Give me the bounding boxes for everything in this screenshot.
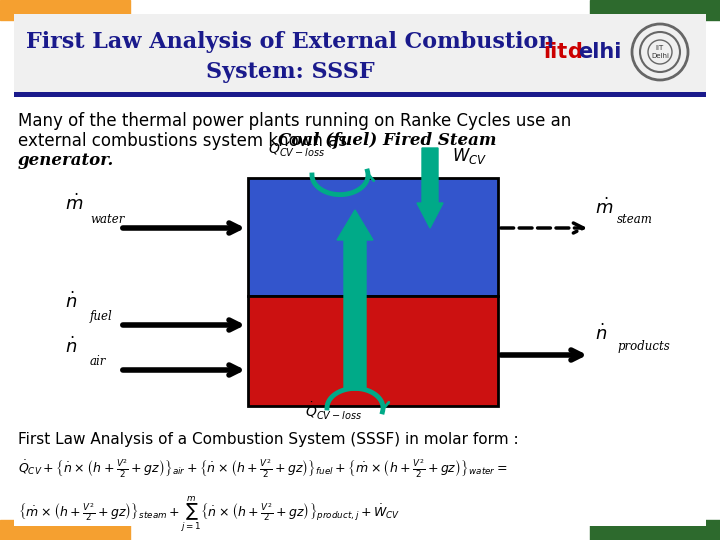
Text: $\dot{n}$: $\dot{n}$ — [65, 292, 77, 312]
Polygon shape — [0, 0, 130, 20]
Text: IIT
Delhi: IIT Delhi — [651, 45, 669, 58]
Text: Coal (fuel) Fired Steam: Coal (fuel) Fired Steam — [278, 132, 497, 149]
Text: $\dot{m}$: $\dot{m}$ — [65, 194, 84, 214]
Text: $\dot{Q}_{CV-loss}$: $\dot{Q}_{CV-loss}$ — [268, 138, 325, 159]
Text: d: d — [567, 42, 582, 62]
Text: Many of the thermal power plants running on Ranke Cycles use an: Many of the thermal power plants running… — [18, 112, 571, 130]
Text: First Law Analysis of a Combustion System (SSSF) in molar form :: First Law Analysis of a Combustion Syste… — [18, 432, 518, 447]
FancyArrow shape — [417, 148, 443, 228]
Text: System: SSSF: System: SSSF — [206, 61, 374, 83]
Text: $\dot{m}$: $\dot{m}$ — [595, 198, 613, 218]
Polygon shape — [590, 520, 720, 540]
Polygon shape — [0, 520, 130, 540]
Text: fuel: fuel — [90, 310, 113, 323]
Text: water: water — [90, 213, 125, 226]
Text: First Law Analysis of External Combustion: First Law Analysis of External Combustio… — [26, 31, 554, 53]
Text: generator.: generator. — [18, 152, 114, 169]
Text: $\dot{Q}_{CV}+\left\{\dot{n}\times\left(h+\frac{V^{2}}{2}+gz\right)\right\}_{air: $\dot{Q}_{CV}+\left\{\dot{n}\times\left(… — [18, 458, 508, 480]
Bar — [248, 296, 498, 406]
Polygon shape — [590, 0, 720, 20]
Bar — [248, 178, 498, 296]
Text: elhi: elhi — [578, 42, 621, 62]
FancyArrow shape — [337, 210, 373, 390]
Text: $\dot{W}_{CV}$: $\dot{W}_{CV}$ — [452, 141, 487, 167]
Text: steam: steam — [617, 213, 653, 226]
Bar — [14, 14, 706, 92]
Text: $\dot{n}$: $\dot{n}$ — [595, 323, 607, 344]
Text: external combustions system known as: external combustions system known as — [18, 132, 352, 150]
Text: $\dot{n}$: $\dot{n}$ — [65, 337, 77, 357]
Bar — [14, 92, 706, 97]
Text: iit: iit — [543, 42, 567, 62]
Text: products: products — [617, 340, 670, 353]
Text: air: air — [90, 355, 107, 368]
Text: $\dot{Q}_{CV-loss}$: $\dot{Q}_{CV-loss}$ — [305, 401, 362, 422]
Text: $\left\{\dot{m}\times\left(h+\frac{V^{2}}{2}+gz\right)\right\}_{steam}+\sum_{j=1: $\left\{\dot{m}\times\left(h+\frac{V^{2}… — [18, 494, 400, 534]
